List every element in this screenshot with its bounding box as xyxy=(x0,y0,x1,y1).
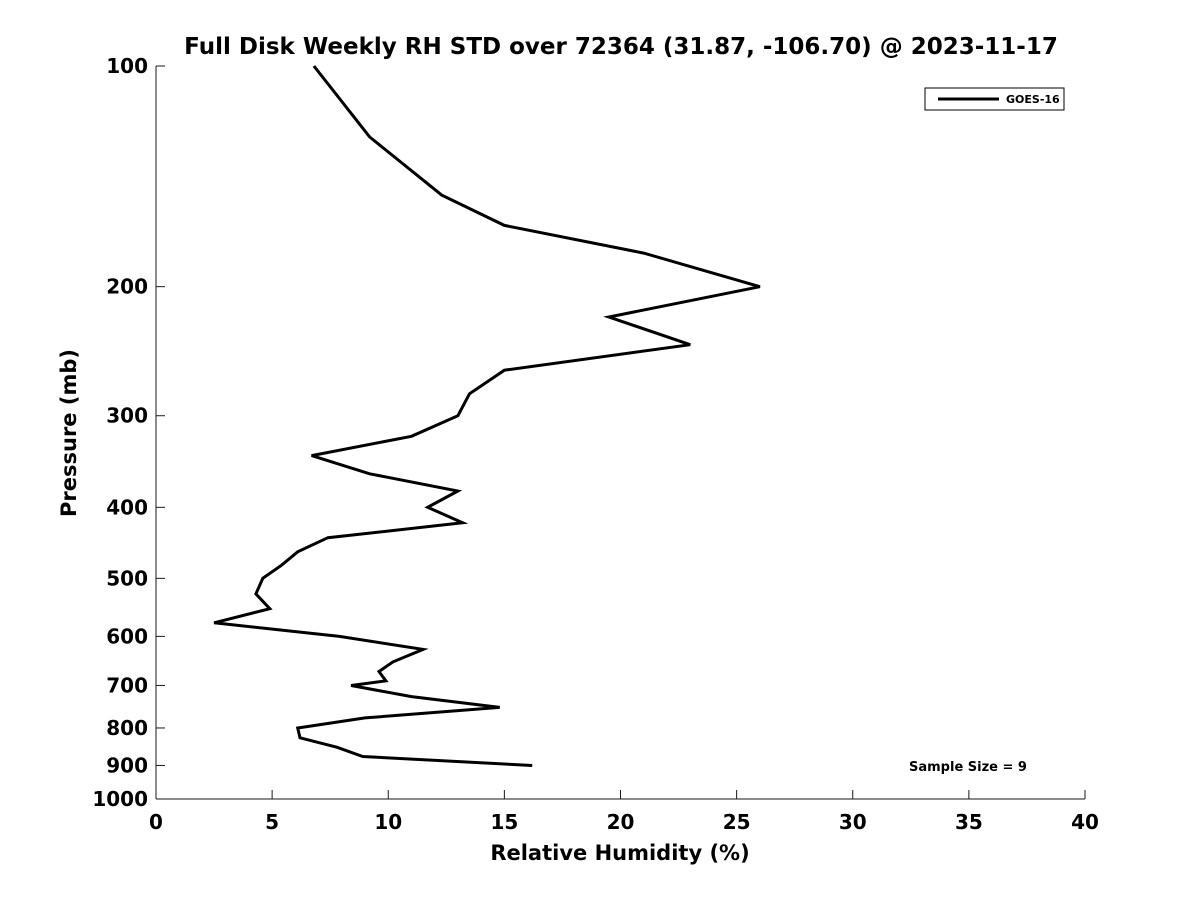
x-tick-label: 25 xyxy=(723,810,751,834)
x-tick-label: 40 xyxy=(1071,810,1099,834)
x-tick-label: 10 xyxy=(374,810,402,834)
x-tick-label: 20 xyxy=(607,810,635,834)
x-tick-label: 0 xyxy=(149,810,163,834)
series-line-goes-16 xyxy=(213,65,761,767)
y-tick-label: 200 xyxy=(106,275,148,299)
legend: GOES-16 xyxy=(924,87,1065,111)
y-tick-label: 400 xyxy=(106,495,148,519)
plot-area: 0 5 10 15 20 25 30 35 40 100 200 300 400 500 600 700 80… xyxy=(92,54,1099,834)
x-tick-label: 15 xyxy=(490,810,518,834)
x-tick-label: 5 xyxy=(265,810,279,834)
chart-title: Full Disk Weekly RH STD over 72364 (31.8… xyxy=(184,34,1058,60)
y-tick-label: 800 xyxy=(106,716,148,740)
y-tick-label: 300 xyxy=(106,404,148,428)
y-ticks: 100 200 300 400 500 600 700 800 900 1000 xyxy=(92,54,165,811)
y-tick-label: 600 xyxy=(106,624,148,648)
y-axis-label: Pressure (mb) xyxy=(57,349,81,517)
x-tick-label: 30 xyxy=(839,810,867,834)
legend-label-goes-16: GOES-16 xyxy=(1006,93,1060,106)
y-tick-label: 500 xyxy=(106,566,148,590)
x-ticks: 0 5 10 15 20 25 30 35 40 xyxy=(149,790,1099,834)
y-tick-label: 1000 xyxy=(92,787,148,811)
x-tick-label: 35 xyxy=(955,810,983,834)
sample-size-annotation: Sample Size = 9 xyxy=(909,760,1027,775)
y-tick-label: 900 xyxy=(106,753,148,777)
y-tick-label: 700 xyxy=(106,673,148,697)
series-layer xyxy=(213,65,761,767)
y-tick-label: 100 xyxy=(106,54,148,78)
x-axis-label: Relative Humidity (%) xyxy=(490,841,749,865)
